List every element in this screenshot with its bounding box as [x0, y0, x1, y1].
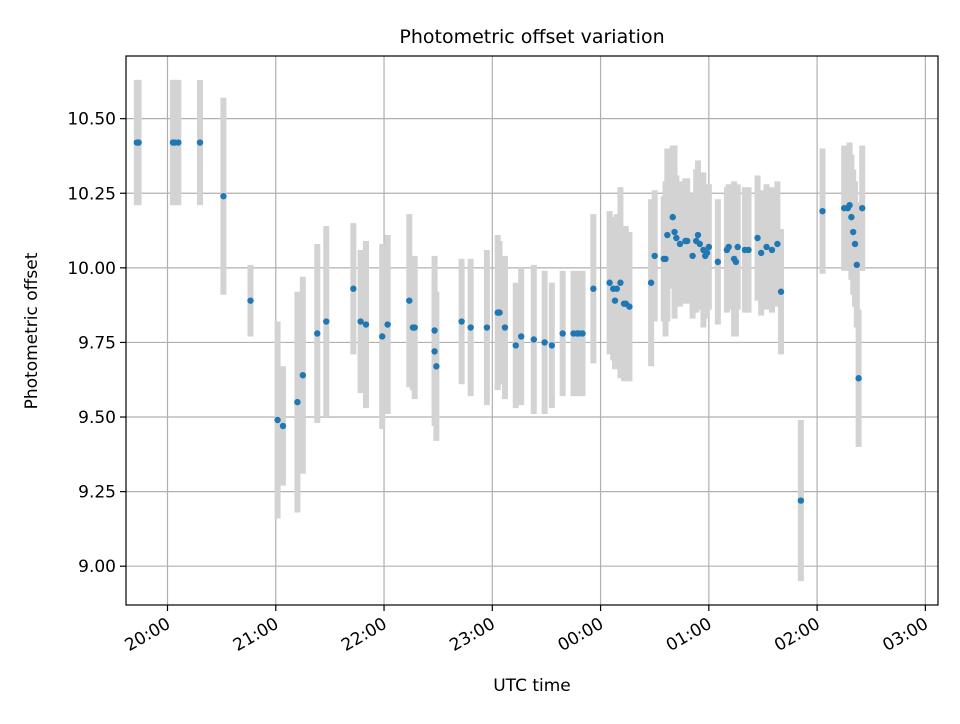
data-point: [458, 318, 465, 325]
data-point: [431, 348, 438, 355]
data-point: [559, 330, 566, 337]
data-point: [859, 204, 866, 212]
data-point: [725, 243, 732, 251]
data-point: [777, 288, 785, 295]
data-point: [689, 252, 696, 260]
data-point: [662, 255, 669, 263]
data-point: [768, 246, 776, 254]
data-point: [848, 213, 855, 221]
data-point: [703, 249, 711, 257]
data-point: [732, 258, 740, 266]
data-point: [611, 297, 619, 304]
data-point: [323, 318, 330, 325]
data-point: [406, 297, 413, 304]
data-point: [274, 416, 281, 424]
data-points: [133, 139, 866, 504]
data-point: [647, 279, 655, 286]
data-point: [350, 285, 357, 292]
data-point: [431, 327, 438, 334]
data-point: [279, 422, 287, 430]
data-point: [774, 240, 781, 248]
data-point: [853, 261, 860, 269]
data-point: [705, 243, 713, 251]
x-tick-label: 22:00: [338, 614, 390, 656]
data-point: [734, 243, 741, 251]
y-tick-label: 9.50: [78, 408, 116, 428]
data-point: [613, 285, 621, 292]
data-point: [669, 213, 676, 221]
data-point: [433, 363, 440, 370]
data-point: [590, 285, 597, 292]
error-bars: [133, 79, 866, 582]
data-point: [606, 279, 613, 286]
y-tick-label: 10.25: [67, 184, 116, 204]
x-tick-label: 02:00: [771, 614, 823, 656]
data-point: [664, 231, 671, 239]
x-tick-label: 21:00: [230, 614, 282, 656]
data-point: [467, 324, 474, 331]
data-point: [314, 330, 321, 337]
data-point: [517, 333, 525, 340]
y-tick-label: 10.50: [67, 110, 116, 130]
y-tick-label: 10.00: [67, 259, 116, 279]
data-point: [846, 201, 853, 209]
x-tick-label: 03:00: [879, 614, 931, 656]
data-point: [694, 231, 702, 239]
data-point: [379, 333, 386, 340]
data-point: [384, 321, 391, 328]
x-tick-label: 20:00: [122, 614, 174, 656]
data-point: [496, 309, 503, 316]
x-axis-ticks: 20:00 21:00 22:00 23:00 00:00 01:00 02:00 03:00: [122, 605, 932, 656]
data-point: [175, 139, 182, 146]
data-point: [849, 228, 857, 236]
data-point: [757, 249, 765, 257]
data-point: [617, 279, 624, 286]
data-point: [626, 303, 633, 310]
data-point: [671, 228, 678, 236]
data-point: [411, 324, 418, 331]
x-tick-label: 23:00: [446, 614, 498, 656]
data-point: [696, 240, 704, 248]
data-point: [299, 372, 307, 379]
data-point: [483, 324, 491, 331]
data-point: [357, 318, 364, 325]
data-point: [220, 193, 227, 200]
data-point: [501, 324, 509, 331]
data-point: [541, 339, 548, 346]
data-point: [714, 258, 722, 266]
chart-title: Photometric offset variation: [399, 26, 664, 48]
y-axis-ticks: 9.00 9.25 9.50 9.75 10.00 10.25 10.50: [67, 110, 126, 577]
data-point: [797, 497, 805, 504]
data-point: [851, 240, 859, 248]
data-point: [196, 139, 204, 146]
data-point: [548, 342, 556, 349]
plot-frame: [125, 55, 939, 606]
data-point: [530, 336, 538, 343]
data-point: [247, 297, 254, 304]
data-point: [579, 330, 586, 337]
data-point: [135, 139, 142, 146]
x-tick-label: 01:00: [663, 614, 715, 656]
data-point: [819, 207, 826, 215]
data-point: [676, 240, 684, 248]
x-tick-label: 00:00: [555, 614, 607, 656]
data-point: [683, 237, 691, 245]
data-point: [673, 234, 680, 242]
data-point: [294, 398, 301, 406]
data-point: [763, 243, 770, 251]
y-tick-label: 9.75: [78, 333, 116, 353]
data-point: [754, 234, 761, 242]
data-point: [745, 246, 752, 254]
data-point: [855, 375, 862, 382]
y-tick-label: 9.00: [78, 557, 116, 577]
data-point: [651, 252, 658, 260]
y-tick-label: 9.25: [78, 483, 116, 503]
data-point: [362, 321, 370, 328]
y-axis-label: Photometric offset: [22, 252, 42, 409]
data-point: [512, 342, 519, 349]
x-axis-label: UTC time: [493, 676, 571, 696]
